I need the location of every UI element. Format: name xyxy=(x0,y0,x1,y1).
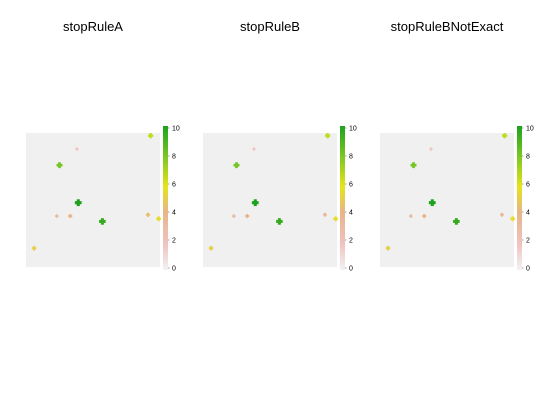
data-point xyxy=(156,216,162,222)
data-point-v xyxy=(32,245,36,251)
data-point xyxy=(385,245,391,251)
scale-tick-label: 8 xyxy=(526,154,530,161)
data-point-v xyxy=(386,245,390,251)
data-point xyxy=(208,245,214,251)
data-point xyxy=(501,133,508,139)
panel-1: stopRuleA 0 2 4 6 8 10 xyxy=(26,19,180,273)
data-point-v xyxy=(412,162,415,169)
scale-tick-label: 0 xyxy=(526,266,530,273)
scale-tick-label: 8 xyxy=(172,154,176,161)
scale-tick-label: 6 xyxy=(172,182,176,189)
panel-3: stopRuleBNotExact 0 2 4 6 8 10 xyxy=(380,19,534,273)
data-point-v xyxy=(149,133,152,139)
data-point-v xyxy=(232,214,235,218)
data-point-v xyxy=(409,214,412,218)
data-point-v xyxy=(430,199,434,207)
data-point xyxy=(231,214,236,218)
panel-2: stopRuleB 0 2 4 6 8 10 xyxy=(203,19,357,273)
data-point xyxy=(510,216,516,222)
color-scale-bar xyxy=(340,126,345,270)
data-point-v xyxy=(76,147,78,151)
color-scale-bar xyxy=(517,126,522,270)
data-point xyxy=(56,162,63,169)
color-scale-bar xyxy=(163,126,168,270)
scale-tick-label: 10 xyxy=(349,126,357,133)
data-point-v xyxy=(157,216,160,222)
scale-tick-label: 2 xyxy=(349,238,353,245)
scale-tick-label: 8 xyxy=(349,154,353,161)
data-point-v xyxy=(253,147,255,151)
data-point-v xyxy=(277,218,281,225)
data-point-v xyxy=(100,218,104,225)
data-point-v xyxy=(253,199,257,207)
data-point xyxy=(428,199,436,207)
data-point-v xyxy=(76,199,80,207)
data-point-v xyxy=(324,212,326,217)
data-point-v xyxy=(503,133,506,139)
data-point xyxy=(68,214,73,219)
scale-tick-label: 0 xyxy=(349,266,353,273)
data-point xyxy=(410,162,417,169)
data-point xyxy=(499,212,504,217)
data-point-v xyxy=(423,214,426,219)
data-point xyxy=(31,245,37,251)
scale-tick-label: 4 xyxy=(526,210,530,217)
data-point-v xyxy=(146,212,149,217)
data-point xyxy=(422,214,427,219)
data-point-v xyxy=(430,147,432,151)
data-point xyxy=(99,218,106,225)
data-point xyxy=(74,199,82,207)
plot-area xyxy=(26,133,160,267)
data-point xyxy=(251,199,259,207)
panel-title: stopRuleBNotExact xyxy=(391,19,504,34)
data-point xyxy=(276,218,283,225)
data-point xyxy=(324,133,331,139)
scale-tick-label: 4 xyxy=(172,210,176,217)
data-point xyxy=(54,214,59,218)
data-point-v xyxy=(209,245,213,251)
data-point-v xyxy=(334,216,337,222)
data-point-v xyxy=(55,214,58,218)
data-point-v xyxy=(326,133,329,139)
data-point xyxy=(408,214,413,218)
data-point-v xyxy=(69,214,72,219)
data-point-v xyxy=(454,218,458,225)
panel-title: stopRuleA xyxy=(63,19,123,34)
scale-tick-label: 10 xyxy=(172,126,180,133)
scale-tick-label: 2 xyxy=(526,238,530,245)
scale-tick-label: 10 xyxy=(526,126,534,133)
data-point-v xyxy=(511,216,514,222)
scale-tick-label: 6 xyxy=(526,182,530,189)
data-point xyxy=(147,133,154,139)
panel-title: stopRuleB xyxy=(240,19,300,34)
data-point-v xyxy=(58,162,61,169)
data-point xyxy=(233,162,240,169)
data-point-v xyxy=(235,162,238,169)
data-point xyxy=(429,147,433,151)
data-point xyxy=(333,216,339,222)
data-point-v xyxy=(246,214,249,219)
data-point xyxy=(252,147,256,151)
data-point xyxy=(245,214,250,219)
data-point xyxy=(453,218,460,225)
scale-tick-label: 2 xyxy=(172,238,176,245)
scale-tick-label: 6 xyxy=(349,182,353,189)
data-point xyxy=(145,212,151,217)
scale-tick-label: 0 xyxy=(172,266,176,273)
plot-area xyxy=(380,133,514,267)
scale-tick-label: 4 xyxy=(349,210,353,217)
data-point-v xyxy=(501,212,503,217)
data-point xyxy=(322,212,327,217)
plot-area xyxy=(203,133,337,267)
data-point xyxy=(75,147,79,151)
